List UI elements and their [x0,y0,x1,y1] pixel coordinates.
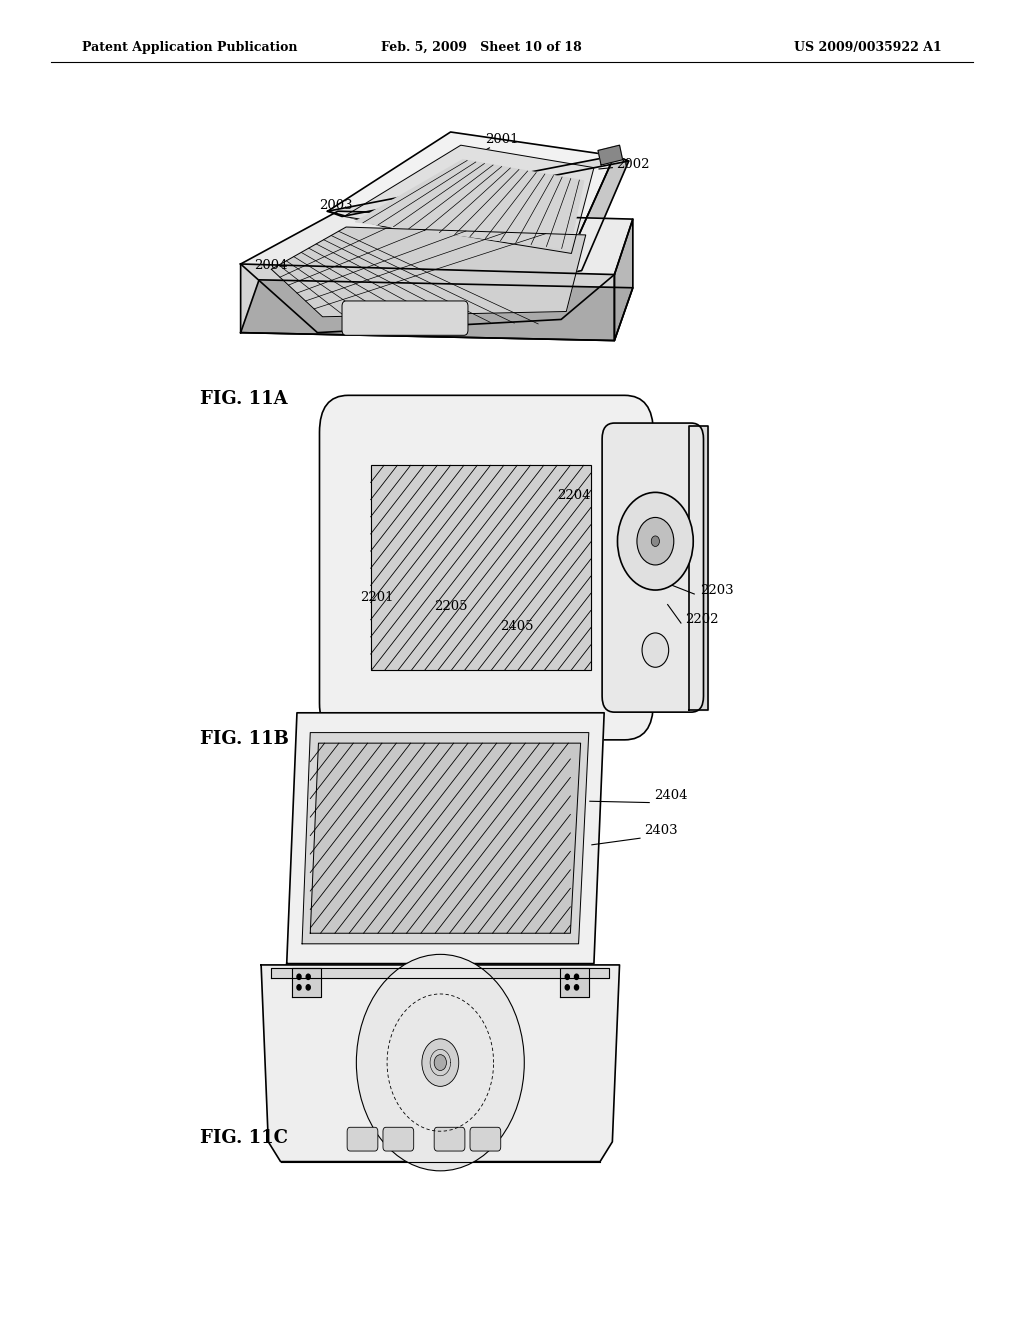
Polygon shape [271,227,586,317]
Text: 2001: 2001 [485,132,518,145]
Circle shape [574,985,579,990]
Polygon shape [241,211,633,333]
Circle shape [297,974,301,979]
Text: 2203: 2203 [700,583,733,597]
Circle shape [565,974,569,979]
Polygon shape [241,280,633,341]
Circle shape [434,1055,446,1071]
Polygon shape [328,156,629,216]
FancyBboxPatch shape [347,1127,378,1151]
Text: 2404: 2404 [654,788,687,801]
Circle shape [306,974,310,979]
Text: 2004: 2004 [255,259,288,272]
Text: 2003: 2003 [319,198,352,211]
Circle shape [617,492,693,590]
Polygon shape [287,713,604,964]
Text: 2002: 2002 [616,157,649,170]
Circle shape [306,985,310,990]
Polygon shape [689,425,708,710]
Text: Feb. 5, 2009   Sheet 10 of 18: Feb. 5, 2009 Sheet 10 of 18 [381,41,582,54]
Text: 2205: 2205 [434,599,467,612]
Polygon shape [241,264,614,341]
Polygon shape [355,160,584,249]
Circle shape [297,985,301,990]
Text: 2403: 2403 [644,824,677,837]
Circle shape [356,954,524,1171]
Circle shape [565,985,569,990]
Text: Patent Application Publication: Patent Application Publication [82,41,297,54]
Text: FIG. 11A: FIG. 11A [200,389,288,408]
Polygon shape [344,145,594,253]
Circle shape [637,517,674,565]
Text: 2202: 2202 [685,612,718,626]
Polygon shape [598,145,623,165]
Polygon shape [560,968,589,997]
Text: 2201: 2201 [360,590,393,603]
Text: 2402: 2402 [424,903,457,916]
Text: 2405: 2405 [501,619,534,632]
Bar [371,465,591,671]
Text: FIG. 11C: FIG. 11C [200,1129,288,1147]
Polygon shape [310,743,581,933]
FancyBboxPatch shape [470,1127,501,1151]
FancyBboxPatch shape [383,1127,414,1151]
Circle shape [422,1039,459,1086]
Polygon shape [328,132,614,275]
Text: 2401: 2401 [496,907,528,920]
Text: 2204: 2204 [557,488,590,502]
Text: FIG. 11B: FIG. 11B [200,730,289,748]
Text: US 2009/0035922 A1: US 2009/0035922 A1 [795,41,942,54]
FancyBboxPatch shape [602,422,703,713]
Polygon shape [271,968,609,978]
FancyBboxPatch shape [342,301,468,335]
Polygon shape [292,968,321,997]
Bar [371,465,591,671]
Circle shape [642,634,669,668]
FancyBboxPatch shape [319,396,653,741]
FancyBboxPatch shape [434,1127,465,1151]
Polygon shape [561,156,629,275]
Circle shape [574,974,579,979]
Polygon shape [261,965,620,1162]
Polygon shape [614,219,633,341]
Circle shape [651,536,659,546]
Polygon shape [302,733,589,944]
